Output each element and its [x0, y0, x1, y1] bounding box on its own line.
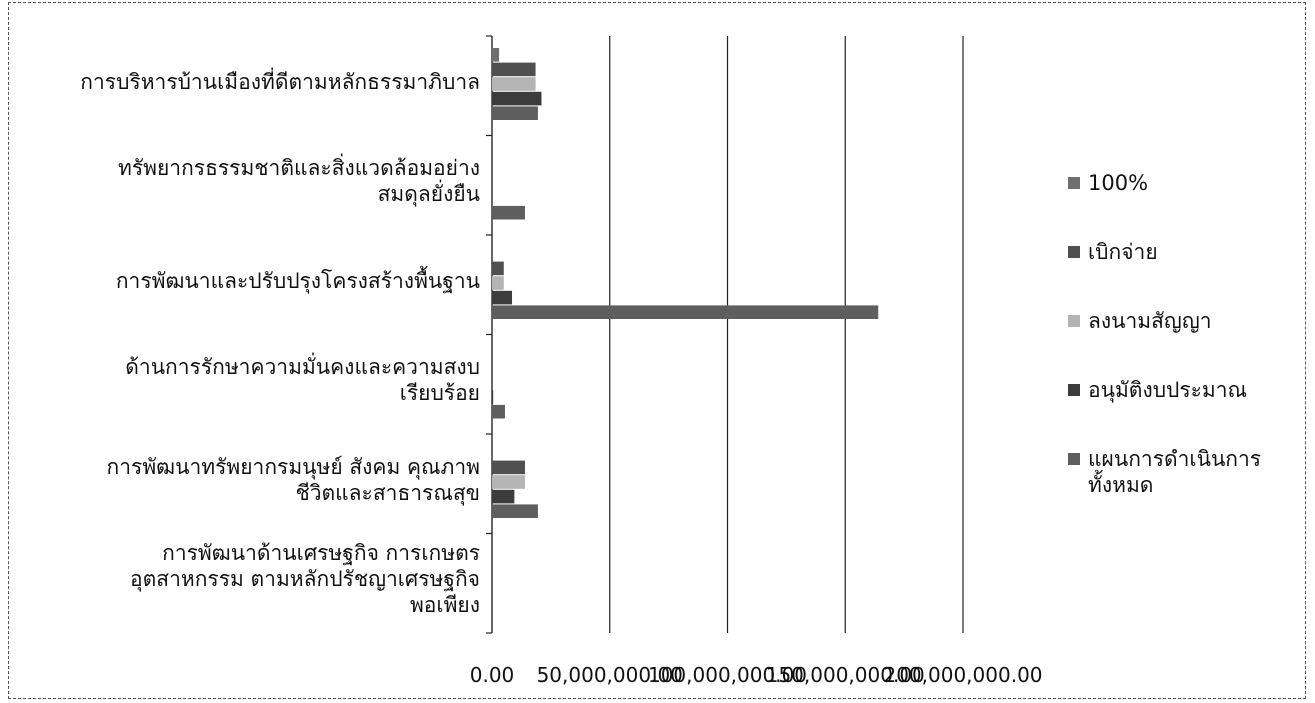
bar: [492, 91, 542, 106]
legend-label: อนุมัติงบประมาณ: [1088, 378, 1248, 402]
legend-label: ลงนามสัญญา: [1088, 309, 1212, 333]
legend-swatch: [1068, 453, 1080, 465]
legend-swatch: [1068, 246, 1080, 258]
bar: [492, 290, 513, 305]
legend-label: เบิกจ่าย: [1088, 240, 1158, 264]
bar: [492, 460, 525, 475]
legend-label: แผนการดำเนินการ ทั้งหมด: [1088, 447, 1262, 497]
bar: [492, 261, 504, 276]
bar: [492, 106, 538, 120]
category-label: การบริหารบ้านเมืองที่ดีตามหลักธรรมาภิบาล: [80, 69, 480, 94]
category-label: การพัฒนาและปรับปรุงโครงสร้างพื้นฐาน: [115, 268, 480, 293]
bar: [492, 77, 536, 91]
bar: [492, 305, 879, 319]
x-tick-label: 200,000,000.00: [883, 663, 1042, 687]
legend-item: เบิกจ่าย: [1068, 239, 1261, 308]
legend-item: อนุมัติงบประมาณ: [1068, 377, 1261, 446]
legend-swatch: [1068, 384, 1080, 396]
legend-label: 100%: [1088, 171, 1149, 195]
x-tick-label: 100,000,000.00: [648, 663, 807, 687]
chart-frame: [8, 2, 1306, 699]
legend-swatch: [1068, 315, 1080, 327]
legend-item: 100%: [1068, 170, 1261, 239]
legend-swatch: [1068, 177, 1080, 189]
category-label: การพัฒนาด้านเศรษฐกิจ การเกษตร อุตสาหกรรม…: [130, 541, 480, 618]
bar: [492, 390, 494, 404]
x-tick-label: 0.00: [470, 663, 515, 687]
bar: [492, 475, 525, 489]
bar: [492, 276, 504, 290]
legend-item: แผนการดำเนินการ ทั้งหมด: [1068, 446, 1261, 515]
x-tick-label: 150,000,000.00: [766, 663, 925, 687]
bar: [492, 62, 536, 77]
bar: [492, 404, 505, 419]
category-label: การพัฒนาทรัพยากรมนุษย์ สังคม คุณภาพ ชีวิ…: [106, 454, 480, 505]
bar: [492, 48, 500, 62]
x-tick-label: 50,000,000.00: [537, 663, 683, 687]
category-label: ทรัพยากรธรรมชาติและสิ่งแวดล้อมอย่าง สมดุ…: [118, 156, 480, 207]
bar: [492, 504, 538, 518]
chart-legend: 100% เบิกจ่ายลงนามสัญญาอนุมัติงบประมาณแผน…: [1068, 170, 1261, 515]
legend-item: ลงนามสัญญา: [1068, 308, 1261, 377]
bar: [492, 489, 515, 504]
category-label: ด้านการรักษาความมั่นคงและความสงบ เรียบร้…: [125, 355, 480, 406]
bar: [492, 205, 525, 220]
